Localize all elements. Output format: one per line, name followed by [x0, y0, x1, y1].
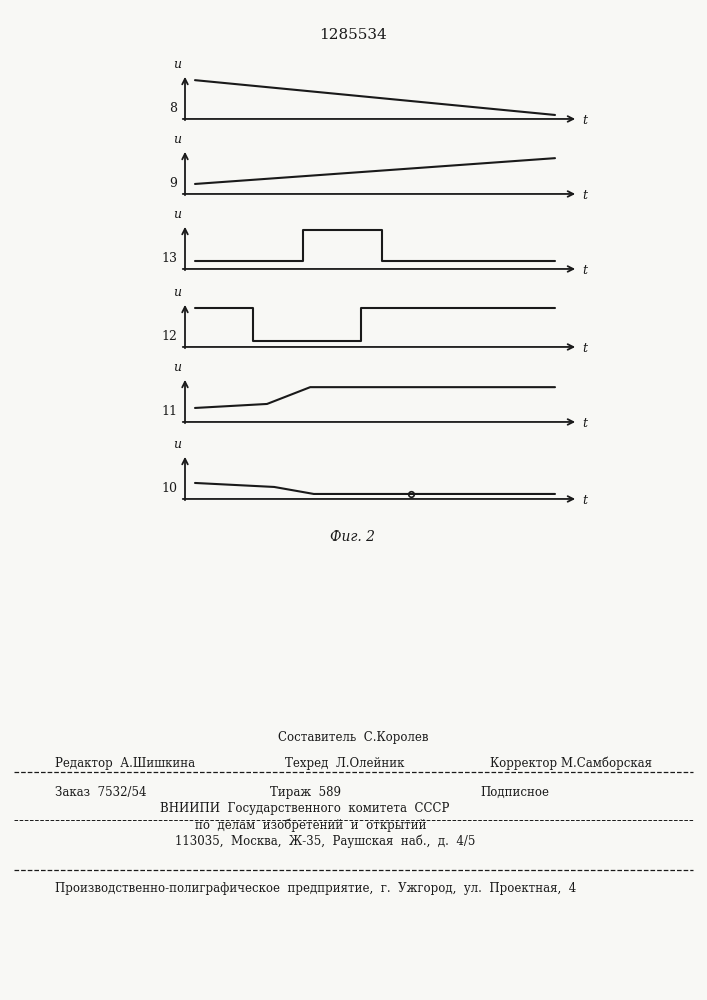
Text: Составитель  С.Королев: Составитель С.Королев	[278, 731, 428, 744]
Text: по  делам  изобретений  и  открытий: по делам изобретений и открытий	[195, 818, 426, 832]
Text: Заказ  7532/54: Заказ 7532/54	[55, 786, 146, 799]
Text: Подписное: Подписное	[480, 786, 549, 799]
Text: u: u	[173, 58, 181, 71]
Text: 13: 13	[161, 252, 177, 265]
Text: 8: 8	[169, 102, 177, 115]
Text: Корректор М.Самборская: Корректор М.Самборская	[490, 756, 652, 770]
Text: t: t	[582, 114, 587, 127]
Text: Тираж  589: Тираж 589	[270, 786, 341, 799]
Text: Техред  Л.Олейник: Техред Л.Олейник	[285, 757, 404, 770]
Text: t: t	[582, 494, 587, 507]
Text: t: t	[582, 189, 587, 202]
Text: u: u	[173, 438, 181, 451]
Text: Производственно-полиграфическое  предприятие,  г.  Ужгород,  ул.  Проектная,  4: Производственно-полиграфическое предприя…	[55, 882, 576, 895]
Text: ВНИИПИ  Государственного  комитета  СССР: ВНИИПИ Государственного комитета СССР	[160, 802, 450, 815]
Text: t: t	[582, 417, 587, 430]
Text: t: t	[582, 264, 587, 277]
Text: 9: 9	[169, 177, 177, 190]
Text: t: t	[582, 342, 587, 355]
Text: u: u	[173, 208, 181, 221]
Text: u: u	[173, 286, 181, 299]
Text: 1285534: 1285534	[319, 28, 387, 42]
Text: u: u	[173, 133, 181, 146]
Text: Редактор  А.Шишкина: Редактор А.Шишкина	[55, 757, 195, 770]
Text: 12: 12	[161, 330, 177, 343]
Text: Фиг. 2: Фиг. 2	[330, 530, 375, 544]
Text: 10: 10	[161, 482, 177, 495]
Text: 113035,  Москва,  Ж-35,  Раушская  наб.,  д.  4/5: 113035, Москва, Ж-35, Раушская наб., д. …	[175, 834, 475, 848]
Text: u: u	[173, 361, 181, 374]
Text: 11: 11	[161, 405, 177, 418]
